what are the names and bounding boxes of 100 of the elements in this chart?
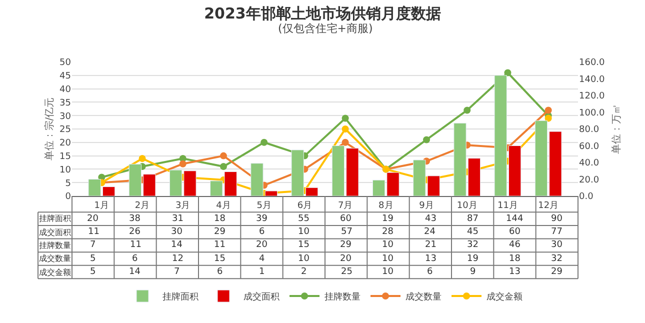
data-label: 31 [172,214,184,224]
point [544,106,552,114]
chart-title: 2023年邯郸土地市场供销月度数据 [204,4,441,22]
data-label: 18 [509,254,521,264]
legend-label: 成交金额 [486,292,522,303]
data-label: 55 [298,214,310,224]
point [138,154,146,162]
data-label: 11 [214,240,226,250]
text: 成交数量 [39,254,71,263]
point [342,138,349,146]
data-label: 5 [90,267,96,277]
text: 挂牌面积 [39,214,71,223]
data-label: 6 [259,227,265,237]
y2-axis-title: 单位：万㎡ [610,104,623,154]
legend-label: 挂牌数量 [324,292,360,303]
data-label: 32 [551,254,562,264]
data-label: 25 [341,267,352,277]
text: 挂牌数量 [39,241,71,250]
data-label: 10 [298,227,310,237]
y2-tick-label: 100.0 [579,108,606,118]
x-tick-label: 3月 [176,200,190,211]
data-label: 21 [425,240,436,250]
data-label: 7 [174,267,180,277]
data-label: 38 [129,214,141,224]
y-tick-label: 40 [60,84,72,95]
data-label: 77 [551,227,562,237]
point [220,152,227,160]
y-tick-label: 15 [60,152,71,162]
data-label: 15 [214,254,226,264]
data-label: 7 [90,240,96,250]
x-tick-label: 12月 [538,200,559,211]
legend-label: 成交数量 [406,292,442,303]
y-axis-title: 单位：宗/亿元 [44,97,56,161]
data-label: 39 [256,214,268,224]
x-tick-label: 4月 [216,200,231,211]
data-label: 60 [509,227,521,237]
data-label: 1 [259,267,265,277]
data-label: 11 [130,240,142,250]
data-label: 4 [259,254,265,264]
data-label: 18 [214,214,226,224]
x-tick-label: 2月 [134,200,150,211]
y2-tick-label: 80.0 [579,125,600,136]
y-tick-label: 25 [60,125,71,136]
data-label: 9 [470,267,476,277]
data-label: 13 [425,254,436,264]
data-label: 12 [172,254,184,264]
point [342,126,349,132]
point [544,114,552,122]
y2-tick-label: 0.0 [579,192,594,202]
x-tick-label: 10月 [456,200,478,211]
point [220,163,227,170]
x-tick-label: 8月 [378,200,394,211]
y-tick-label: 35 [60,98,71,108]
data-label: 29 [340,240,352,250]
x-tick-label: 9月 [419,200,434,211]
data-label: 10 [298,254,310,264]
y-tick-label: 5 [65,178,71,189]
y-tick-label: 45 [60,72,71,82]
data-label: 20 [256,240,268,250]
data-label: 10 [382,254,394,264]
data-label: 32 [467,240,478,250]
data-label: 2 [301,267,307,277]
x-tick-label: 6月 [297,200,312,211]
point [464,106,471,114]
data-label: 144 [506,214,524,224]
legend-label: 成交面积 [244,292,280,303]
y-tick-label: 10 [60,165,72,176]
point [504,69,512,76]
data-label: 6 [217,267,223,277]
data-label: 19 [467,254,479,264]
data-label: 15 [298,240,310,250]
y2-tick-label: 20.0 [579,175,600,186]
text: 成交金额 [39,268,71,277]
data-label: 30 [551,240,563,250]
y-tick-label: 0 [65,192,72,202]
point [260,138,268,146]
data-label: 10 [382,240,394,250]
data-label: 24 [424,227,436,237]
x-tick-label: 5月 [256,200,272,211]
data-label: 6 [132,254,138,264]
y2-tick-label: 120.0 [579,92,606,102]
point [342,114,349,122]
data-label: 14 [129,267,141,277]
x-tick-label: 7月 [338,200,353,211]
y2-tick-label: 140.0 [579,74,606,85]
data-label: 30 [171,227,183,237]
y-tick-label: 20 [60,138,72,149]
point [423,136,430,144]
data-label: 10 [382,267,394,277]
data-label: 57 [341,227,352,237]
data-label: 20 [340,254,352,264]
y-tick-label: 30 [60,112,72,122]
data-label: 45 [467,227,478,237]
point [179,160,186,168]
chart-subtitle: (仅包含住宅+商服) [278,22,373,35]
data-label: 11 [88,227,100,237]
y-tick-label: 50 [60,58,72,68]
data-label: 20 [87,214,99,224]
data-label: 26 [129,227,141,237]
data-label: 29 [551,267,563,277]
